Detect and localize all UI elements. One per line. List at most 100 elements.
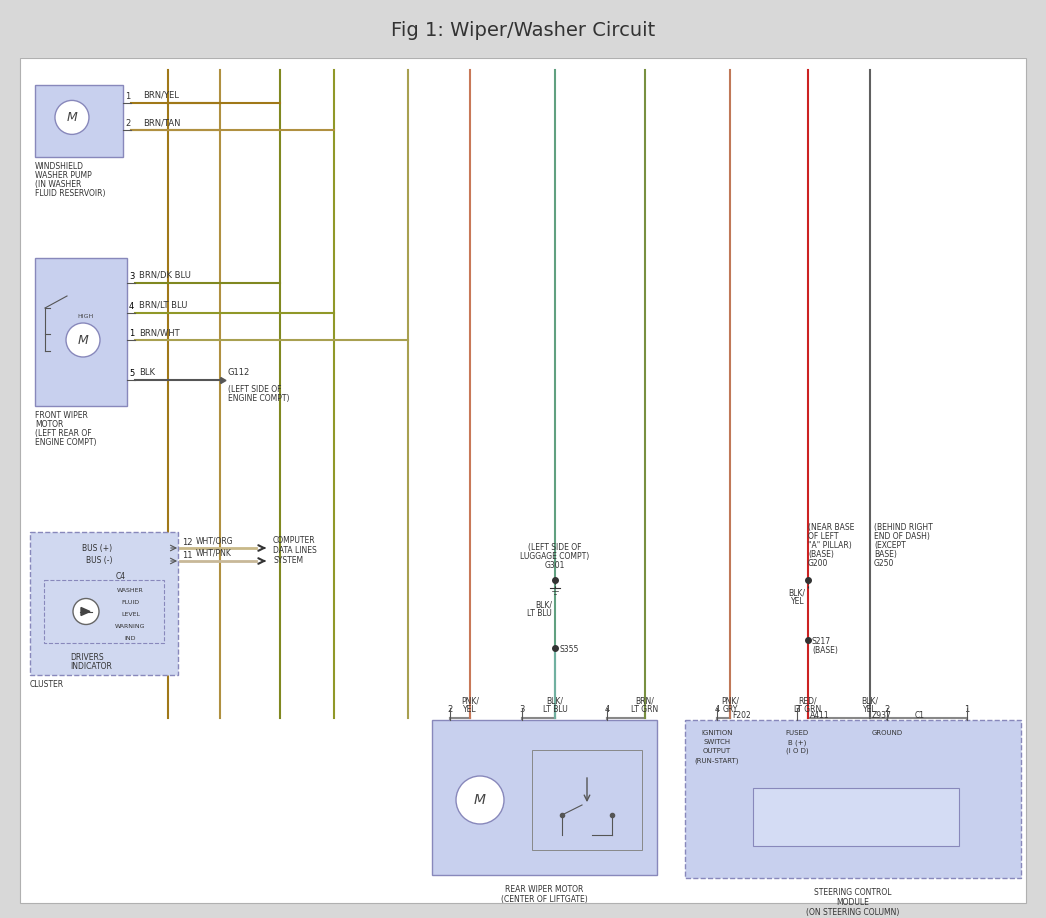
Text: "A" PILLAR): "A" PILLAR) bbox=[808, 541, 851, 550]
Text: MODULE: MODULE bbox=[837, 898, 869, 907]
Bar bbox=[532, 750, 642, 850]
Text: WINDSHIELD: WINDSHIELD bbox=[35, 162, 84, 171]
Polygon shape bbox=[81, 608, 90, 615]
Text: LUGGAGE COMPT): LUGGAGE COMPT) bbox=[520, 552, 590, 561]
Text: MOTOR: MOTOR bbox=[35, 420, 64, 429]
Text: (RUN-START): (RUN-START) bbox=[695, 757, 740, 764]
Text: BLK/: BLK/ bbox=[546, 697, 564, 706]
Text: GRY: GRY bbox=[723, 705, 737, 714]
Text: (LEFT REAR OF: (LEFT REAR OF bbox=[35, 429, 92, 438]
Text: G112: G112 bbox=[228, 368, 250, 377]
Text: END OF DASH): END OF DASH) bbox=[874, 532, 930, 541]
Text: FUSED: FUSED bbox=[786, 730, 809, 736]
Text: LT BLU: LT BLU bbox=[543, 705, 567, 714]
Text: BLK/: BLK/ bbox=[788, 588, 805, 597]
Text: REAR WIPER MOTOR: REAR WIPER MOTOR bbox=[505, 885, 584, 894]
Text: STEERING CONTROL: STEERING CONTROL bbox=[814, 888, 892, 897]
Text: (EXCEPT: (EXCEPT bbox=[874, 541, 906, 550]
Text: IGNITION: IGNITION bbox=[701, 730, 733, 736]
Text: DATA LINES: DATA LINES bbox=[273, 546, 317, 555]
Text: 2: 2 bbox=[884, 705, 890, 714]
Text: (BASE): (BASE) bbox=[808, 550, 834, 559]
Text: BRN/TAN: BRN/TAN bbox=[143, 118, 181, 127]
Text: (LEFT SIDE OF: (LEFT SIDE OF bbox=[228, 385, 281, 394]
Text: BLK/: BLK/ bbox=[535, 600, 552, 609]
Text: (I O D): (I O D) bbox=[786, 748, 809, 755]
Text: G200: G200 bbox=[808, 559, 828, 568]
Text: C1: C1 bbox=[915, 711, 925, 721]
Text: LEVEL: LEVEL bbox=[121, 612, 140, 617]
Text: G250: G250 bbox=[874, 559, 894, 568]
Text: SWITCH: SWITCH bbox=[704, 739, 730, 745]
Text: IND: IND bbox=[124, 636, 136, 641]
Text: A411: A411 bbox=[810, 711, 829, 721]
Text: 12: 12 bbox=[182, 538, 192, 547]
Text: G301: G301 bbox=[545, 561, 565, 570]
Text: CLUSTER: CLUSTER bbox=[30, 680, 64, 689]
Text: YEL: YEL bbox=[863, 705, 877, 714]
Text: 3: 3 bbox=[519, 705, 525, 714]
Text: 4: 4 bbox=[129, 302, 134, 311]
Text: BUS (+): BUS (+) bbox=[82, 543, 112, 553]
Text: Z937: Z937 bbox=[872, 711, 892, 721]
Text: WASHER PUMP: WASHER PUMP bbox=[35, 171, 92, 180]
Text: FRONT WIPER: FRONT WIPER bbox=[35, 411, 88, 420]
Text: (BASE): (BASE) bbox=[812, 645, 838, 655]
Text: C4: C4 bbox=[116, 572, 127, 581]
Text: BLK: BLK bbox=[139, 368, 155, 377]
Text: S217: S217 bbox=[812, 636, 832, 645]
Text: BASE): BASE) bbox=[874, 550, 896, 559]
Text: YEL: YEL bbox=[463, 705, 477, 714]
Text: OUTPUT: OUTPUT bbox=[703, 748, 731, 754]
Bar bbox=[432, 720, 657, 875]
Text: WASHER: WASHER bbox=[798, 812, 832, 821]
Bar bbox=[44, 580, 164, 643]
Text: INDICATOR: INDICATOR bbox=[70, 662, 112, 671]
Bar bbox=[753, 788, 959, 846]
Text: 11: 11 bbox=[182, 551, 192, 560]
Text: 2: 2 bbox=[126, 119, 131, 128]
Text: REAR: REAR bbox=[887, 799, 908, 808]
Text: WASHER: WASHER bbox=[117, 588, 143, 593]
Bar bbox=[0, 0, 1046, 58]
Text: GROUND: GROUND bbox=[871, 730, 903, 736]
Text: LT GRN: LT GRN bbox=[794, 705, 821, 714]
Text: 2: 2 bbox=[448, 705, 453, 714]
Text: HIGH: HIGH bbox=[76, 314, 93, 319]
Text: WARNING: WARNING bbox=[115, 624, 145, 629]
Text: 1: 1 bbox=[129, 329, 134, 338]
Text: WIPER/WASHER SWITCH: WIPER/WASHER SWITCH bbox=[814, 833, 897, 839]
Text: Fig 1: Wiper/Washer Circuit: Fig 1: Wiper/Washer Circuit bbox=[391, 20, 655, 39]
Text: PNK/: PNK/ bbox=[721, 697, 740, 706]
Text: (NEAR BASE: (NEAR BASE bbox=[808, 523, 855, 532]
Text: DRIVERS: DRIVERS bbox=[70, 653, 104, 662]
Text: WHT/PNK: WHT/PNK bbox=[196, 549, 232, 558]
Text: FLUID RESERVOIR): FLUID RESERVOIR) bbox=[35, 189, 106, 198]
Text: F202: F202 bbox=[732, 711, 751, 721]
Text: 4: 4 bbox=[714, 705, 720, 714]
Circle shape bbox=[55, 100, 89, 134]
Text: WASHER: WASHER bbox=[881, 812, 914, 821]
Text: M: M bbox=[77, 333, 88, 346]
Text: (IN WASHER: (IN WASHER bbox=[35, 180, 82, 189]
Text: SYSTEM: SYSTEM bbox=[273, 556, 303, 565]
Text: 3: 3 bbox=[794, 705, 800, 714]
Text: LOW: LOW bbox=[66, 335, 81, 341]
Text: 4: 4 bbox=[605, 705, 610, 714]
Text: 1: 1 bbox=[126, 92, 131, 101]
Text: PNK/: PNK/ bbox=[461, 697, 479, 706]
Text: BUS (-): BUS (-) bbox=[86, 556, 112, 565]
Text: LT GRN: LT GRN bbox=[632, 705, 659, 714]
Circle shape bbox=[456, 776, 504, 824]
Text: (ON STEERING COLUMN): (ON STEERING COLUMN) bbox=[806, 908, 900, 917]
Bar bbox=[30, 532, 178, 675]
Text: FRONT: FRONT bbox=[802, 799, 827, 808]
Text: OF LEFT: OF LEFT bbox=[808, 532, 839, 541]
Text: 5: 5 bbox=[129, 369, 134, 378]
Text: 1: 1 bbox=[964, 705, 970, 714]
Text: ENGINE COMPT): ENGINE COMPT) bbox=[35, 438, 96, 447]
Text: (BEHIND RIGHT: (BEHIND RIGHT bbox=[874, 523, 933, 532]
Bar bbox=[35, 258, 127, 406]
Text: ENGINE COMPT): ENGINE COMPT) bbox=[228, 394, 290, 403]
Bar bbox=[35, 85, 123, 157]
